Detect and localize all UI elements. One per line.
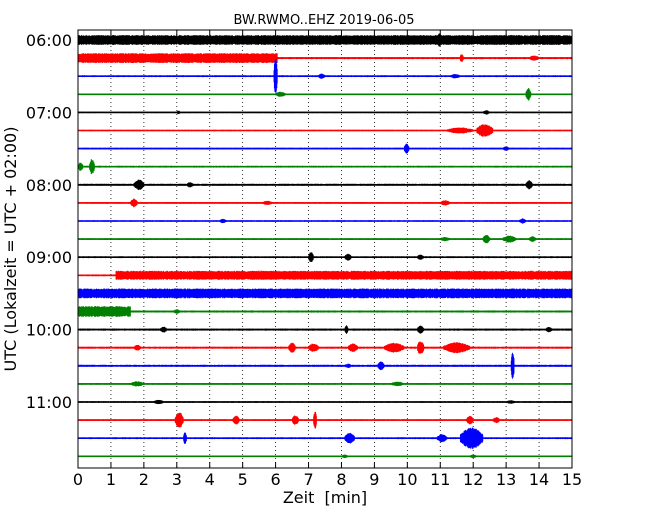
x-tick-label: 3 bbox=[172, 470, 182, 489]
y-tick-label: 06:00 bbox=[26, 31, 72, 50]
x-axis-label: Zeit [min] bbox=[283, 488, 367, 507]
y-axis-ticks: 06:00 07:00 08:00 09:00 10:00 11:00 bbox=[26, 31, 572, 412]
y-tick-label: 07:00 bbox=[26, 103, 72, 122]
y-tick-label: 08:00 bbox=[26, 176, 72, 195]
seismogram-traces bbox=[77, 33, 573, 459]
x-tick-label: 0 bbox=[73, 470, 83, 489]
x-tick-label: 14 bbox=[529, 470, 549, 489]
y-tick-label: 10:00 bbox=[26, 321, 72, 340]
x-tick-label: 2 bbox=[139, 470, 149, 489]
x-tick-label: 9 bbox=[369, 470, 379, 489]
x-tick-label: 7 bbox=[303, 470, 313, 489]
x-tick-label: 8 bbox=[336, 470, 346, 489]
chart-title: BW.RWMO..EHZ 2019-06-05 bbox=[233, 13, 414, 28]
y-tick-label: 11:00 bbox=[26, 393, 72, 412]
x-tick-label: 6 bbox=[271, 470, 281, 489]
x-tick-label: 11 bbox=[430, 470, 450, 489]
y-axis-label: UTC (Lokalzeit = UTC + 02:00) bbox=[1, 127, 20, 372]
x-tick-label: 13 bbox=[496, 470, 516, 489]
plot-frame bbox=[77, 29, 573, 469]
x-tick-label: 10 bbox=[397, 470, 417, 489]
x-axis-ticks: 0 1 2 3 4 5 6 7 8 9 10 11 12 13 14 15 bbox=[73, 30, 582, 489]
x-tick-label: 4 bbox=[205, 470, 215, 489]
x-tick-label: 5 bbox=[238, 470, 248, 489]
x-tick-label: 1 bbox=[106, 470, 116, 489]
x-tick-label: 12 bbox=[463, 470, 483, 489]
x-tick-label: 15 bbox=[562, 470, 582, 489]
y-tick-label: 09:00 bbox=[26, 248, 72, 267]
